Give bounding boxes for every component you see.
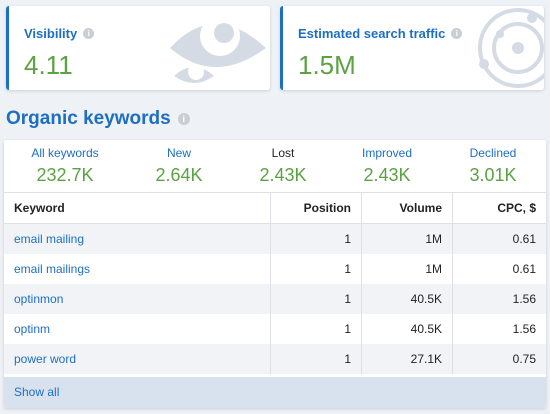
traffic-label: Estimated search traffic: [298, 26, 446, 41]
position-cell: 1: [270, 223, 362, 254]
stat-label: New: [166, 146, 191, 160]
stat-value: 2.43K: [259, 165, 307, 185]
table-row: email mailings 1 1M 0.61: [4, 254, 546, 284]
stat-new[interactable]: New 2.64K: [134, 146, 224, 186]
volume-cell: 1M: [361, 223, 453, 254]
stat-value: 3.01K: [469, 165, 517, 185]
info-icon[interactable]: i: [451, 28, 463, 39]
column-header-cpc[interactable]: CPC, $: [452, 192, 546, 224]
position-cell: 1: [270, 254, 362, 284]
position-cell: 1: [270, 284, 362, 314]
cpc-cell: 0.61: [452, 223, 546, 254]
stat-declined[interactable]: Declined 3.01K: [448, 146, 538, 186]
keyword-link[interactable]: power word: [4, 344, 271, 374]
card-accent: [6, 6, 9, 90]
stat-lost[interactable]: Lost 2.43K: [238, 146, 328, 186]
volume-cell: 1M: [361, 254, 453, 284]
info-icon[interactable]: i: [83, 28, 95, 39]
position-cell: 1: [270, 344, 362, 374]
stat-value: 2.64K: [155, 165, 203, 185]
table-row: optinm 1 40.5K 1.56: [4, 314, 546, 344]
eye-icon: [170, 16, 266, 83]
section-title: Organic keywords i: [6, 108, 190, 130]
column-header-position[interactable]: Position: [270, 192, 362, 224]
stat-improved[interactable]: Improved 2.43K: [342, 146, 432, 186]
table-row: email mailing 1 1M 0.61: [4, 223, 546, 254]
info-icon[interactable]: i: [177, 113, 190, 125]
keyword-link[interactable]: optinm: [4, 314, 271, 344]
position-cell: 1: [270, 314, 362, 344]
visibility-title: Visibility i: [24, 26, 95, 41]
stat-value: 2.43K: [363, 165, 411, 185]
traffic-value: 1.5M: [298, 50, 356, 80]
keyword-stats: All keywords 232.7K New 2.64K Lost 2.43K…: [4, 140, 546, 192]
keywords-table: Keyword Position Volume CPC, $ email mai…: [4, 192, 546, 374]
column-header-keyword[interactable]: Keyword: [4, 192, 271, 224]
keyword-link[interactable]: email mailings: [4, 254, 271, 284]
card-accent: [280, 6, 283, 90]
keyword-link[interactable]: email mailing: [4, 223, 271, 254]
stat-label: Improved: [361, 146, 413, 160]
keywords-panel: All keywords 232.7K New 2.64K Lost 2.43K…: [4, 140, 546, 408]
volume-cell: 27.1K: [361, 344, 453, 374]
stat-label: Declined: [469, 146, 517, 160]
cpc-cell: 1.56: [452, 284, 546, 314]
cpc-cell: 0.75: [452, 344, 546, 374]
table-header-row: Keyword Position Volume CPC, $: [4, 192, 546, 224]
visibility-label: Visibility: [24, 26, 78, 41]
column-header-volume[interactable]: Volume: [361, 192, 453, 224]
volume-cell: 40.5K: [361, 314, 453, 344]
stat-label: Lost: [271, 146, 295, 160]
traffic-title: Estimated search traffic i: [298, 26, 463, 41]
stat-label: All keywords: [31, 146, 99, 160]
table-row: optinmon 1 40.5K 1.56: [4, 284, 546, 314]
show-all-link[interactable]: Show all: [4, 377, 546, 408]
table-row: power word 1 27.1K 0.75: [4, 344, 546, 374]
traffic-card: Estimated search traffic i 1.5M: [280, 6, 544, 90]
organic-keywords-heading: Organic keywords: [6, 108, 171, 129]
cpc-cell: 1.56: [452, 314, 546, 344]
visibility-card: Visibility i 4.11: [6, 6, 270, 90]
orbit-icon: [478, 8, 544, 88]
volume-cell: 40.5K: [361, 284, 453, 314]
stat-value: 232.7K: [36, 165, 94, 185]
visibility-value: 4.11: [24, 50, 73, 80]
cpc-cell: 0.61: [452, 254, 546, 284]
keyword-link[interactable]: optinmon: [4, 284, 271, 314]
stat-all-keywords[interactable]: All keywords 232.7K: [20, 146, 110, 186]
